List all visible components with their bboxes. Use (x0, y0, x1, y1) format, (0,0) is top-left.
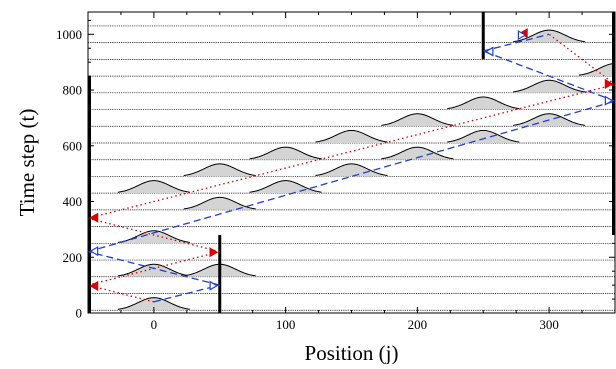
pulse-curve (381, 146, 454, 160)
y-tick-label: 200 (63, 250, 83, 265)
pulse-fill (381, 147, 454, 160)
x-tick-label: 200 (408, 317, 428, 332)
trajectory-segment (87, 100, 616, 253)
pulse-fill (381, 113, 454, 127)
arrowhead (89, 212, 99, 223)
arrowhead (209, 247, 219, 258)
x-tick-label: 100 (276, 317, 296, 332)
y-tick-label: 800 (63, 83, 83, 98)
pulse-curve (315, 163, 388, 176)
pulse-fill (249, 180, 322, 194)
arrowhead (89, 246, 99, 257)
pulse-curve (117, 230, 190, 243)
pulse-curve (183, 196, 256, 210)
pulse-fill (315, 130, 388, 143)
x-axis-title: Position (j) (305, 341, 399, 364)
tick-labels-layer: 0 100 200 300 0 200 400 600 800 1000 (56, 27, 559, 332)
pulses-layer (117, 29, 616, 311)
trajectory-segment (483, 33, 550, 52)
y-tick-label: 0 (76, 306, 83, 321)
y-tick-label: 600 (63, 138, 83, 153)
pulse-curve (249, 146, 322, 160)
pulse-curve (513, 29, 586, 43)
pulse-fill (447, 130, 520, 143)
arrowhead (89, 280, 99, 291)
pulse-curve (513, 113, 586, 126)
pulse-fill (513, 80, 586, 93)
y-axis-title: Time step (t) (15, 109, 39, 217)
series-layer (87, 33, 616, 303)
arrowhead (209, 280, 219, 291)
pulse-fill (183, 163, 256, 177)
arrowhead (604, 78, 614, 89)
pulse-fill (117, 230, 190, 244)
pulse-fill (117, 297, 190, 311)
pulse-curve (578, 63, 616, 76)
arrowhead (484, 46, 494, 57)
x-tick-label: 0 (151, 317, 158, 332)
y-tick-label: 1000 (56, 27, 82, 42)
trajectory-segment (153, 284, 220, 303)
pulse-curve (447, 96, 520, 110)
pulse-curve (117, 263, 190, 277)
x-tick-label: 300 (539, 317, 559, 332)
trajectory-segment (87, 83, 616, 219)
y-tick-label: 400 (63, 194, 83, 209)
pulse-fill (447, 97, 520, 110)
pulse-fill (117, 180, 190, 194)
walls-layer (88, 12, 615, 313)
pulse-fill (249, 147, 322, 160)
pulse-fill (183, 197, 256, 210)
trajectory-segment (483, 50, 616, 102)
pulse-curve (513, 79, 586, 93)
pulse-curve (381, 113, 454, 126)
pulse-fill (315, 163, 388, 177)
pulse-curve (117, 297, 190, 310)
pulse-curve (447, 129, 520, 143)
arrowheads-layer (89, 28, 614, 291)
pulse-curve (117, 180, 190, 193)
pulse-curve (183, 163, 256, 176)
trajectory-segment (548, 33, 616, 85)
pulse-curve (249, 180, 322, 193)
ticks-layer (87, 12, 616, 314)
arrowhead (604, 95, 614, 106)
pulse-curve (315, 129, 388, 143)
trajectory-segment (87, 251, 220, 286)
trajectory-segment (87, 217, 220, 253)
arrowhead (517, 30, 527, 41)
